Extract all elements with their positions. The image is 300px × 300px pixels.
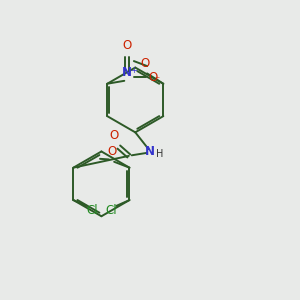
- Text: O: O: [141, 57, 150, 70]
- Text: O: O: [107, 145, 117, 158]
- Text: H: H: [156, 149, 163, 159]
- Text: O: O: [122, 39, 132, 52]
- Text: O: O: [110, 129, 119, 142]
- Text: N: N: [122, 66, 132, 79]
- Text: Cl: Cl: [86, 204, 98, 217]
- Text: ⁻: ⁻: [155, 75, 160, 85]
- Text: Cl: Cl: [105, 204, 117, 217]
- Text: O: O: [148, 71, 158, 84]
- Text: N: N: [145, 145, 155, 158]
- Text: +: +: [130, 66, 137, 75]
